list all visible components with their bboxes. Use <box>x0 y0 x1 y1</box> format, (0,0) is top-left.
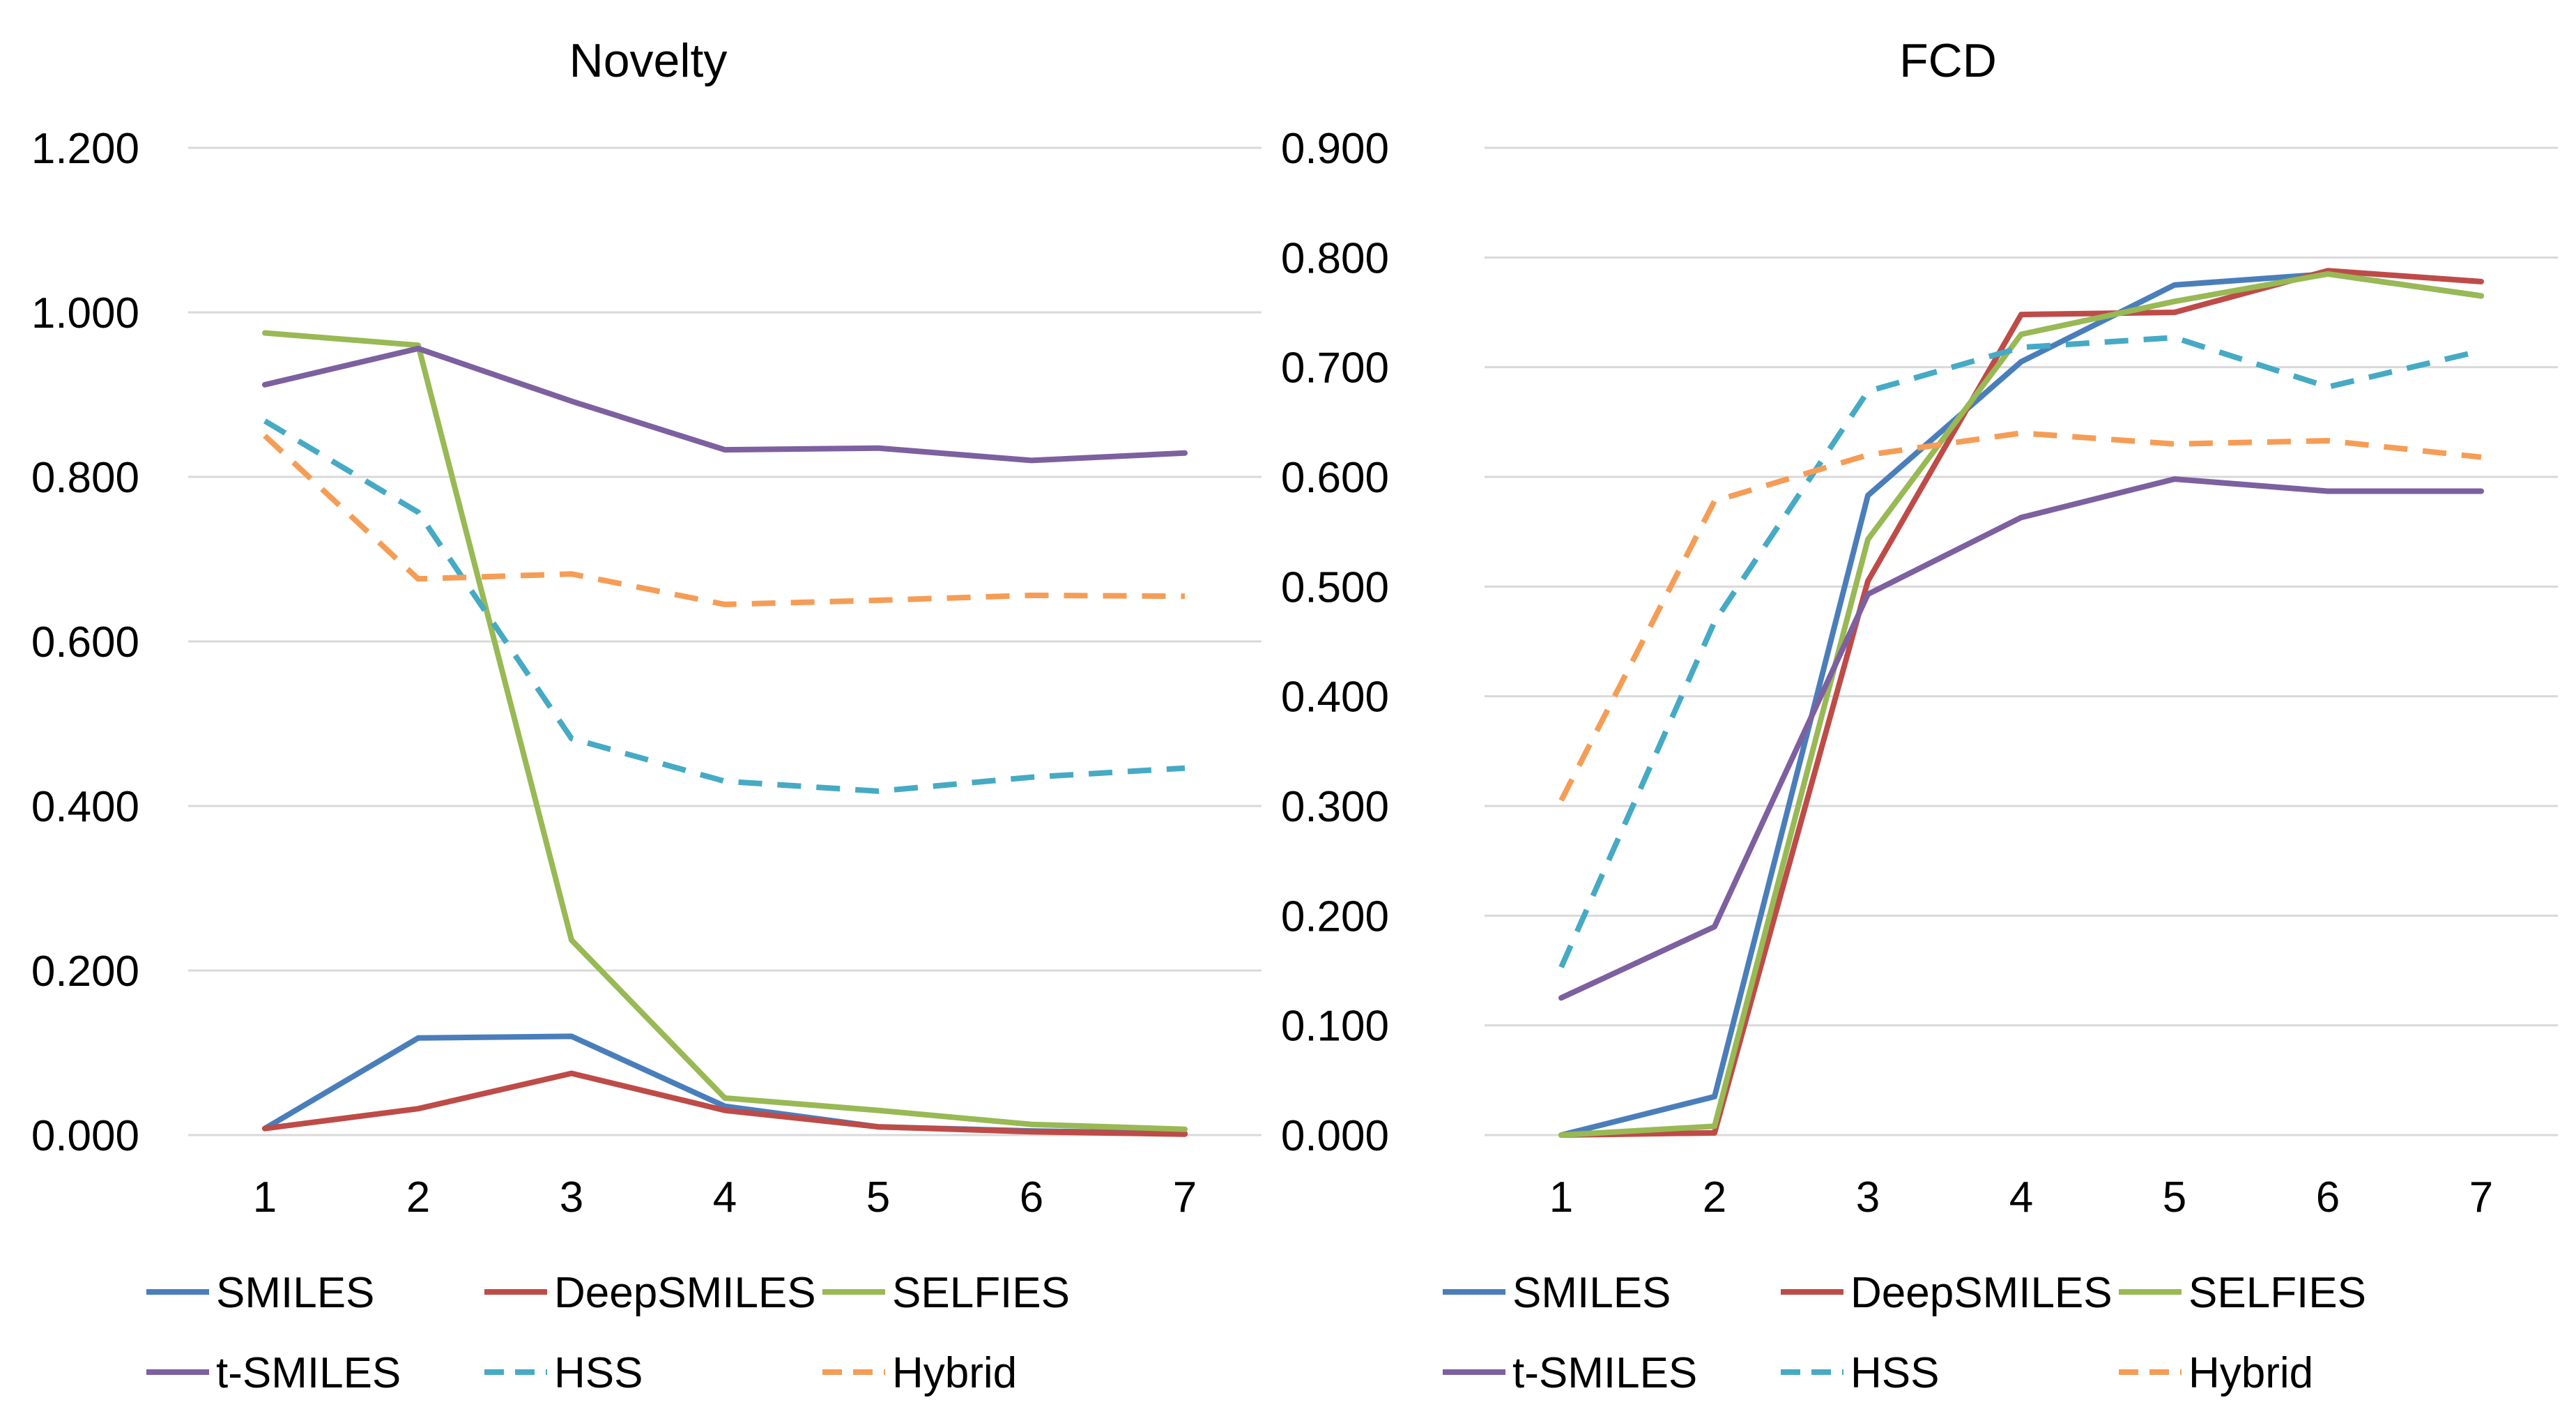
chart-title: Novelty <box>569 34 728 87</box>
y-tick-label: 0.800 <box>1281 234 1389 282</box>
x-tick-label: 2 <box>406 1173 430 1222</box>
series-line-selfies <box>262 330 1188 1132</box>
legend-item: t-SMILES <box>146 1349 401 1397</box>
series-line-hss <box>1558 335 2482 968</box>
legend-item: SELFIES <box>2119 1269 2366 1317</box>
x-tick-label: 7 <box>2469 1173 2493 1222</box>
x-tick-label: 1 <box>253 1173 277 1222</box>
legend-item: SELFIES <box>822 1269 1070 1317</box>
series-line-t-smiles <box>262 345 1188 464</box>
legend-label: HSS <box>554 1349 643 1397</box>
y-tick-label: 0.900 <box>1281 125 1389 173</box>
y-tick-label: 0.600 <box>1281 454 1389 502</box>
legend-label: Hybrid <box>892 1349 1017 1397</box>
legend-label: t-SMILES <box>216 1349 401 1397</box>
y-tick-label: 1.200 <box>31 125 139 173</box>
legend-item: t-SMILES <box>1443 1349 1697 1397</box>
legend-item: Hybrid <box>2119 1349 2313 1397</box>
y-tick-label: 0.600 <box>31 618 139 667</box>
legend-item: HSS <box>484 1349 643 1397</box>
novelty-chart: Novelty 0.000 0.200 0.400 0.600 0.800 1.000 1.… <box>31 34 1262 1397</box>
x-tick-label: 7 <box>1173 1173 1197 1222</box>
y-tick-label: 0.000 <box>1281 1112 1389 1160</box>
series-line-smiles <box>262 1033 1188 1136</box>
legend-item: SMILES <box>146 1269 374 1317</box>
series-line-hybrid <box>1558 430 2482 802</box>
legend-label: SMILES <box>1512 1269 1671 1317</box>
legend-label: DeepSMILES <box>1850 1269 2113 1317</box>
y-tick-label: 0.000 <box>31 1112 139 1160</box>
x-tick-label: 3 <box>1856 1173 1880 1222</box>
legend-item: HSS <box>1781 1349 1939 1397</box>
x-tick-label: 2 <box>1703 1173 1726 1222</box>
legend-item: SMILES <box>1443 1269 1671 1317</box>
legend-label: SMILES <box>216 1269 374 1317</box>
series-line-smiles <box>1558 271 2484 1138</box>
y-tick-label: 0.700 <box>1281 344 1389 393</box>
series-line-selfies <box>1558 271 2484 1138</box>
x-tick-label: 6 <box>2316 1173 2340 1222</box>
y-tick-label: 0.500 <box>1281 563 1389 611</box>
series-line-t-smiles <box>1558 476 2484 1001</box>
chart-title: FCD <box>1899 34 1997 87</box>
series-line-hybrid <box>263 434 1186 607</box>
legend-item: DeepSMILES <box>484 1269 816 1317</box>
x-tick-label: 6 <box>1020 1173 1043 1222</box>
legend-label: SELFIES <box>2188 1269 2366 1317</box>
series-line-hss <box>263 418 1186 794</box>
legend-label: HSS <box>1850 1349 1939 1397</box>
x-tick-label: 1 <box>1549 1173 1573 1222</box>
y-tick-label: 0.100 <box>1281 1003 1389 1051</box>
legend-label: t-SMILES <box>1512 1349 1697 1397</box>
x-tick-label: 3 <box>560 1173 583 1222</box>
y-tick-label: 0.200 <box>31 948 139 996</box>
y-tick-label: 0.400 <box>1281 674 1389 722</box>
fcd-chart: FCD 0.000 0.100 0.200 0.300 0.400 0.500 0.600 0… <box>1281 34 2558 1397</box>
y-tick-label: 1.000 <box>31 289 139 337</box>
series-line-deepsmiles <box>262 1070 1188 1137</box>
legend-item: Hybrid <box>822 1349 1017 1397</box>
legend-item: DeepSMILES <box>1781 1269 2113 1317</box>
x-tick-label: 5 <box>866 1173 890 1222</box>
y-tick-label: 0.300 <box>1281 783 1389 831</box>
legend-label: DeepSMILES <box>554 1269 816 1317</box>
y-tick-label: 0.200 <box>1281 892 1389 941</box>
series-line-deepsmiles <box>1558 268 2484 1138</box>
legend-label: SELFIES <box>892 1269 1070 1317</box>
x-tick-label: 4 <box>713 1173 737 1222</box>
y-tick-label: 0.400 <box>31 783 139 831</box>
legend-label: Hybrid <box>2188 1349 2313 1397</box>
y-tick-label: 0.800 <box>31 454 139 502</box>
x-tick-label: 4 <box>2009 1173 2033 1222</box>
x-tick-label: 5 <box>2163 1173 2186 1222</box>
